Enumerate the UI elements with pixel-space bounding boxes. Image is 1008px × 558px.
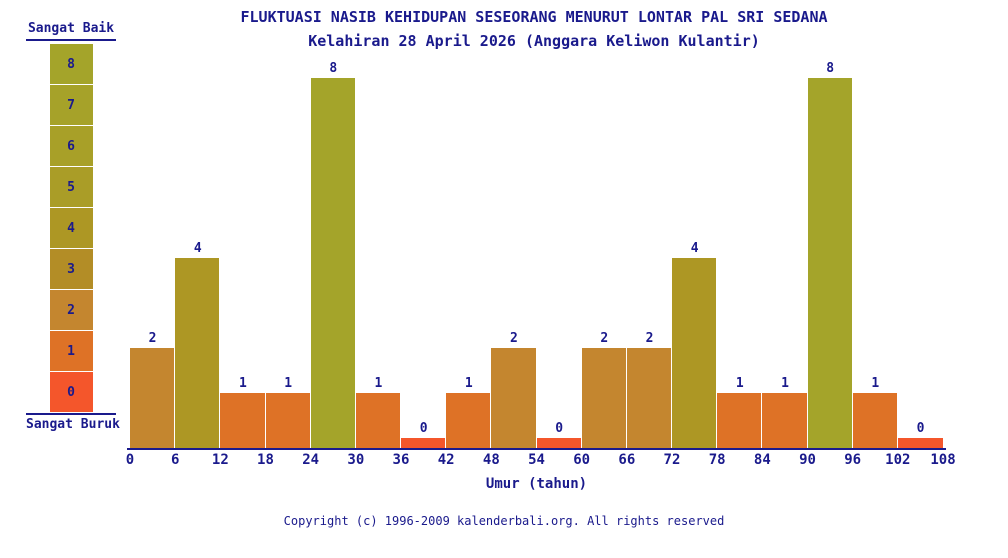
- bar-rect: [220, 393, 265, 450]
- bar-rect: [446, 393, 491, 450]
- bar-value-label: 1: [781, 376, 789, 391]
- bar-90-96: 8: [807, 61, 853, 450]
- bar-value-label: 2: [600, 331, 609, 346]
- bar-0-6: 2: [130, 78, 175, 450]
- bar-102-108: 0: [897, 78, 944, 450]
- bar-6-12: 4: [175, 78, 220, 450]
- chart-subtitle: Kelahiran 28 April 2026 (Anggara Keliwon…: [308, 32, 760, 50]
- bar-60-66: 2: [581, 78, 627, 450]
- bar-18-24: 1: [265, 78, 311, 450]
- bar-78-84: 1: [717, 78, 762, 450]
- bar-rect: [762, 393, 807, 450]
- chart-header: FLUKTUASI NASIB KEHIDUPAN SESEORANG MENU…: [112, 8, 956, 50]
- bar-value-label: 4: [690, 241, 699, 256]
- x-axis-ticks: 0 6 12 18 24 30 36 42 48 54 60 66 72 78 84 90 96 102 108: [126, 452, 956, 470]
- x-axis-line: [127, 448, 946, 450]
- bar-rect: [265, 393, 310, 450]
- x-tick-84: 84: [753, 452, 771, 468]
- bar-value-label: 0: [555, 421, 564, 436]
- bar-value-label: 1: [464, 376, 473, 391]
- x-tick-72: 72: [663, 452, 681, 468]
- legend-level-8: 8: [49, 44, 93, 84]
- x-tick-6: 6: [170, 452, 180, 468]
- x-tick-42: 42: [437, 452, 455, 468]
- x-tick-0: 0: [125, 452, 135, 468]
- bar-value-label: 8: [826, 61, 835, 76]
- x-tick-108: 108: [930, 452, 956, 468]
- bar-value-label: 1: [871, 376, 880, 391]
- bar-rect: [310, 78, 355, 450]
- x-tick-96: 96: [844, 452, 862, 468]
- bar-value-label: 0: [419, 421, 428, 436]
- legend-level-3: 3: [49, 249, 93, 289]
- x-tick-102: 102: [885, 452, 911, 468]
- copyright-footer: Copyright (c) 1996-2009 kalenderbali.org…: [283, 514, 725, 528]
- x-tick-30: 30: [347, 452, 365, 468]
- bar-value-label: 1: [284, 376, 293, 391]
- x-axis-label: Umur (tahun): [485, 476, 588, 492]
- bar-42-48: 1: [446, 78, 491, 450]
- bar-value-label: 2: [645, 331, 654, 346]
- bar-72-78: 4: [672, 78, 717, 450]
- bar-rect: [852, 393, 897, 450]
- legend-level-5: 5: [49, 167, 93, 207]
- x-tick-36: 36: [392, 452, 410, 468]
- bar-48-54: 2: [491, 78, 536, 450]
- bar-rect: [717, 393, 762, 450]
- x-tick-24: 24: [302, 452, 320, 468]
- bar-rect: [491, 348, 536, 450]
- legend-worst-label: Sangat Buruk: [26, 413, 120, 432]
- bar-84-90: 1: [762, 78, 807, 450]
- bar-36-42: 0: [401, 78, 446, 450]
- bar-rect: [536, 438, 581, 450]
- bar-value-label: 4: [193, 241, 202, 256]
- bar-value-label: 2: [148, 331, 157, 346]
- legend-level-0: 0: [49, 372, 93, 412]
- bar-plot-area: 2 4 1 1 8 1 0 1 2 0 2 2 4 1 1 8 1 0: [130, 61, 944, 450]
- x-tick-48: 48: [482, 452, 500, 468]
- x-tick-54: 54: [528, 452, 545, 468]
- legend-level-1: 1: [49, 331, 93, 371]
- legend-level-2: 2: [49, 290, 93, 330]
- bar-rect: [581, 348, 626, 450]
- legend-level-7: 7: [49, 85, 93, 125]
- bar-rect: [401, 438, 446, 450]
- bar-30-36: 1: [355, 78, 401, 450]
- bar-value-label: 2: [510, 331, 518, 346]
- bar-rect: [355, 393, 401, 450]
- legend-level-4: 4: [49, 208, 93, 248]
- bar-rect: [897, 438, 944, 450]
- x-tick-90: 90: [799, 452, 816, 468]
- bar-rect: [626, 348, 672, 450]
- bar-rect: [175, 258, 220, 450]
- bar-value-label: 1: [239, 376, 247, 391]
- bar-rect: [672, 258, 717, 450]
- bar-value-label: 8: [329, 61, 338, 76]
- bar-66-72: 2: [626, 78, 672, 450]
- bar-rect: [807, 78, 852, 450]
- bar-value-label: 0: [916, 421, 925, 436]
- legend-level-6: 6: [49, 126, 93, 166]
- x-tick-12: 12: [211, 452, 229, 468]
- x-tick-78: 78: [708, 452, 726, 468]
- chart-title: FLUKTUASI NASIB KEHIDUPAN SESEORANG MENU…: [240, 8, 828, 26]
- bar-24-30: 8: [310, 61, 356, 450]
- x-tick-60: 60: [573, 452, 591, 468]
- bar-12-18: 1: [220, 78, 265, 450]
- bar-value-label: 1: [374, 376, 383, 391]
- bar-96-102: 1: [852, 78, 898, 450]
- x-tick-66: 66: [618, 452, 636, 468]
- bar-rect: [130, 348, 175, 450]
- x-tick-18: 18: [257, 452, 274, 468]
- bar-54-60: 0: [536, 78, 582, 450]
- bar-value-label: 1: [735, 376, 744, 391]
- legend-best-label: Sangat Baik: [26, 21, 116, 41]
